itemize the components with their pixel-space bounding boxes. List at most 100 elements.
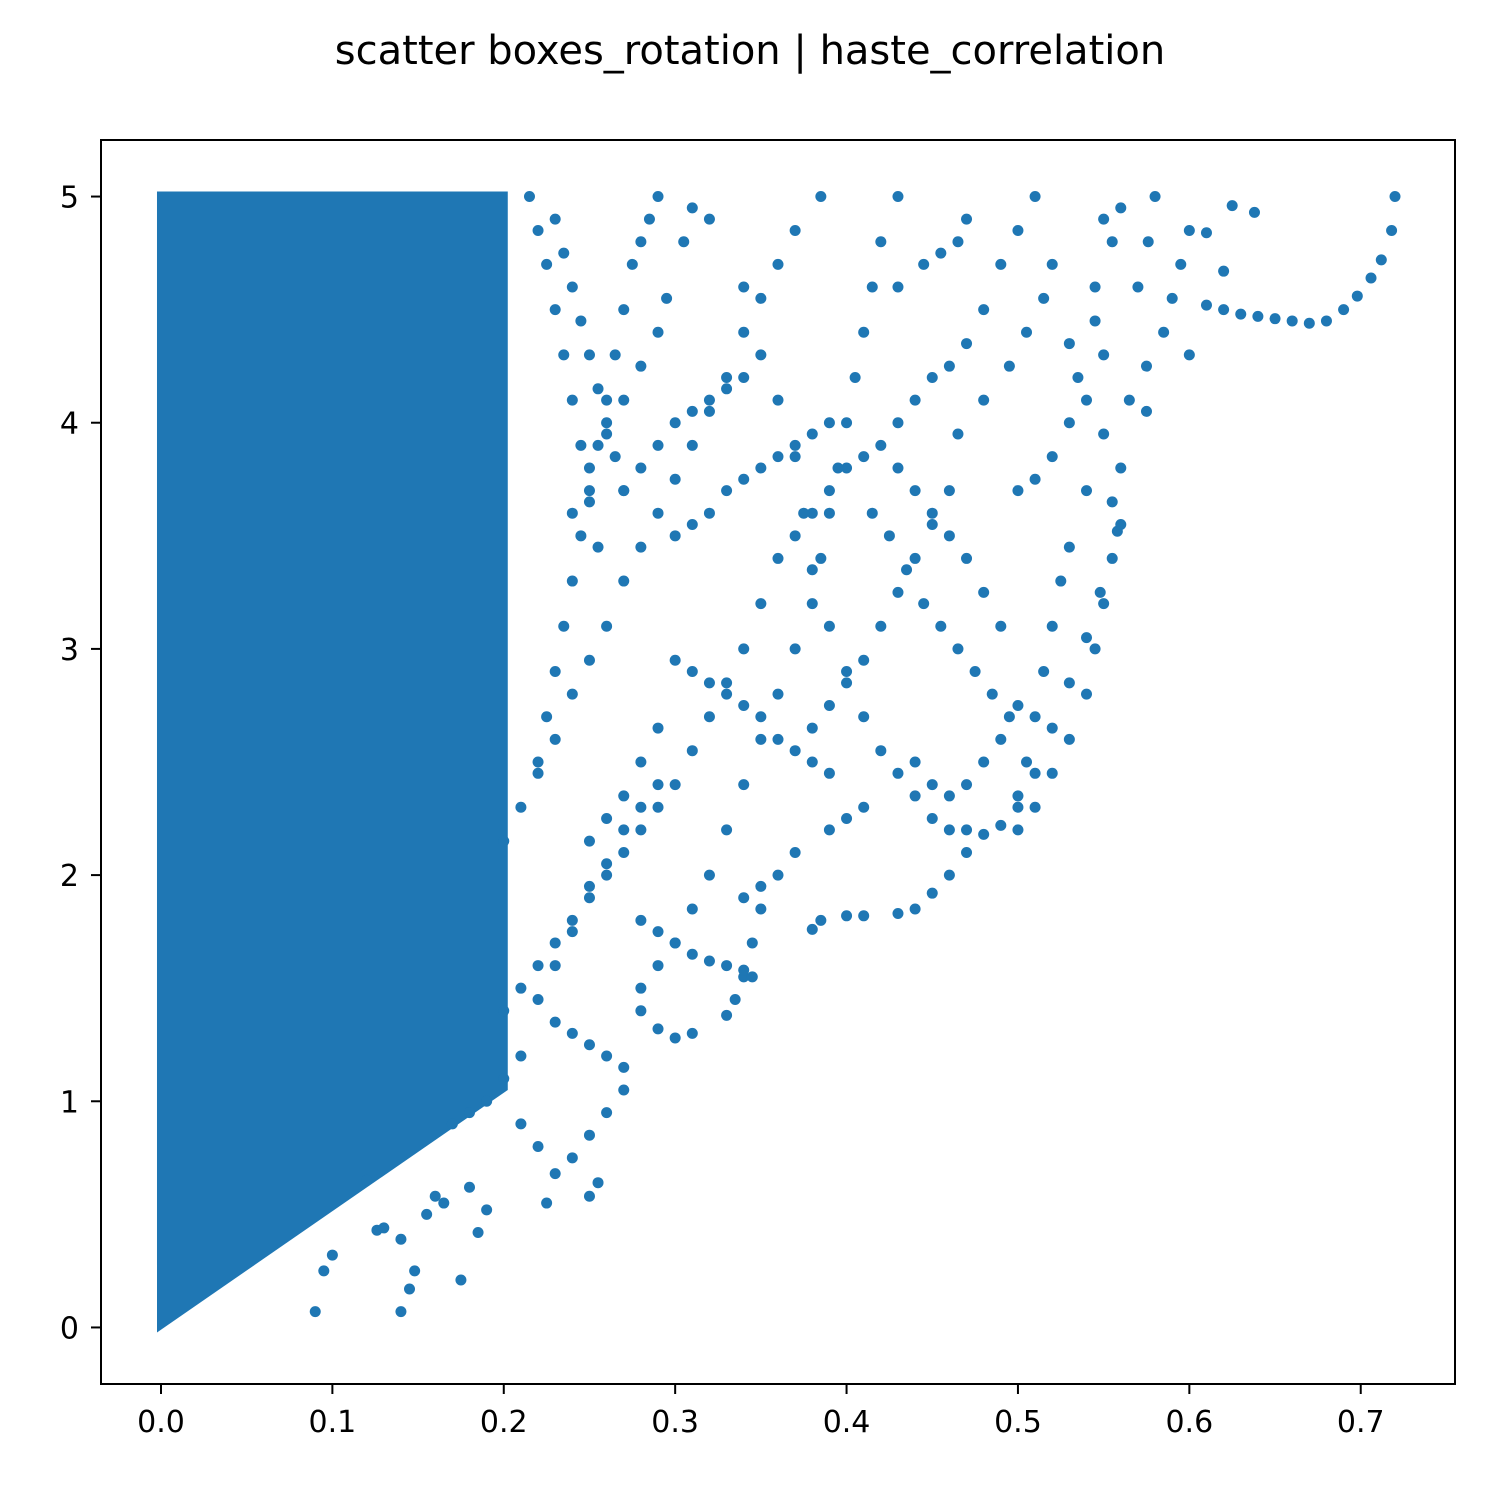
data-point [609, 451, 621, 463]
y-tick-label: 4 [60, 407, 79, 442]
data-point [1072, 371, 1084, 383]
data-point [515, 1050, 527, 1062]
chart-title: scatter boxes_rotation | haste_correlati… [334, 28, 1166, 74]
data-point [1021, 326, 1033, 338]
data-point [746, 971, 758, 983]
data-point [755, 349, 767, 361]
data-point [1351, 290, 1363, 302]
data-point [721, 485, 733, 497]
data-point [601, 858, 613, 870]
data-point [772, 688, 784, 700]
data-point [669, 417, 681, 429]
data-point [1218, 265, 1230, 277]
x-tick-label: 0.6 [1165, 1405, 1213, 1440]
data-point [429, 1190, 441, 1202]
data-point [952, 428, 964, 440]
data-point [926, 507, 938, 519]
data-point [566, 914, 578, 926]
data-point [1140, 405, 1152, 417]
data-point [1063, 677, 1075, 689]
data-point [686, 948, 698, 960]
data-point [669, 473, 681, 485]
data-point [515, 801, 527, 813]
data-point [1375, 254, 1387, 266]
data-point [952, 236, 964, 248]
data-point [841, 910, 853, 922]
data-point [558, 247, 570, 259]
data-point [978, 304, 990, 316]
data-point [866, 507, 878, 519]
data-point [909, 790, 921, 802]
data-point [738, 643, 750, 655]
data-point [952, 643, 964, 655]
data-point [1029, 711, 1041, 723]
data-point [652, 1023, 664, 1035]
data-point [583, 349, 595, 361]
data-point [1389, 191, 1401, 203]
data-point [618, 790, 630, 802]
data-point [1046, 722, 1058, 734]
data-point [789, 224, 801, 236]
data-point [1248, 206, 1260, 218]
data-point [961, 824, 973, 836]
data-point [566, 1152, 578, 1164]
data-point [935, 247, 947, 259]
data-point [652, 439, 664, 451]
data-point [858, 801, 870, 813]
data-point [1252, 310, 1264, 322]
data-point [592, 439, 604, 451]
data-point [901, 564, 913, 576]
data-point [806, 598, 818, 610]
data-point [601, 428, 613, 440]
dense-point-cloud [156, 191, 508, 1333]
data-point [566, 926, 578, 938]
data-point [515, 1118, 527, 1130]
data-point [1115, 519, 1127, 531]
data-point [789, 846, 801, 858]
scatter-points [309, 191, 1401, 1318]
data-point [1046, 767, 1058, 779]
data-point [703, 507, 715, 519]
data-point [1029, 767, 1041, 779]
data-point [1098, 213, 1110, 225]
data-point [926, 519, 938, 531]
data-point [755, 462, 767, 474]
data-point [738, 473, 750, 485]
data-point [703, 711, 715, 723]
data-point [943, 530, 955, 542]
data-point [926, 371, 938, 383]
data-point [652, 191, 664, 203]
data-point [643, 213, 655, 225]
data-point [738, 892, 750, 904]
data-point [549, 1016, 561, 1028]
data-point [1055, 575, 1067, 587]
data-point [1012, 801, 1024, 813]
data-point [738, 326, 750, 338]
data-point [806, 507, 818, 519]
data-point [1365, 272, 1377, 284]
data-point [618, 575, 630, 587]
data-point [995, 819, 1007, 831]
data-point [849, 371, 861, 383]
data-point [978, 756, 990, 768]
data-point [892, 281, 904, 293]
data-point [806, 722, 818, 734]
data-point [1089, 281, 1101, 293]
data-point [395, 1233, 407, 1245]
data-point [703, 405, 715, 417]
data-point [618, 1084, 630, 1096]
data-point [1038, 666, 1050, 678]
data-point [738, 699, 750, 711]
data-point [532, 756, 544, 768]
data-point [549, 937, 561, 949]
data-point [772, 451, 784, 463]
data-point [721, 677, 733, 689]
data-point [772, 869, 784, 881]
data-point [815, 191, 827, 203]
data-point [1089, 315, 1101, 327]
data-point [918, 598, 930, 610]
data-point [1235, 308, 1247, 320]
data-point [686, 202, 698, 214]
x-tick-label: 0.0 [137, 1405, 185, 1440]
data-point [789, 439, 801, 451]
